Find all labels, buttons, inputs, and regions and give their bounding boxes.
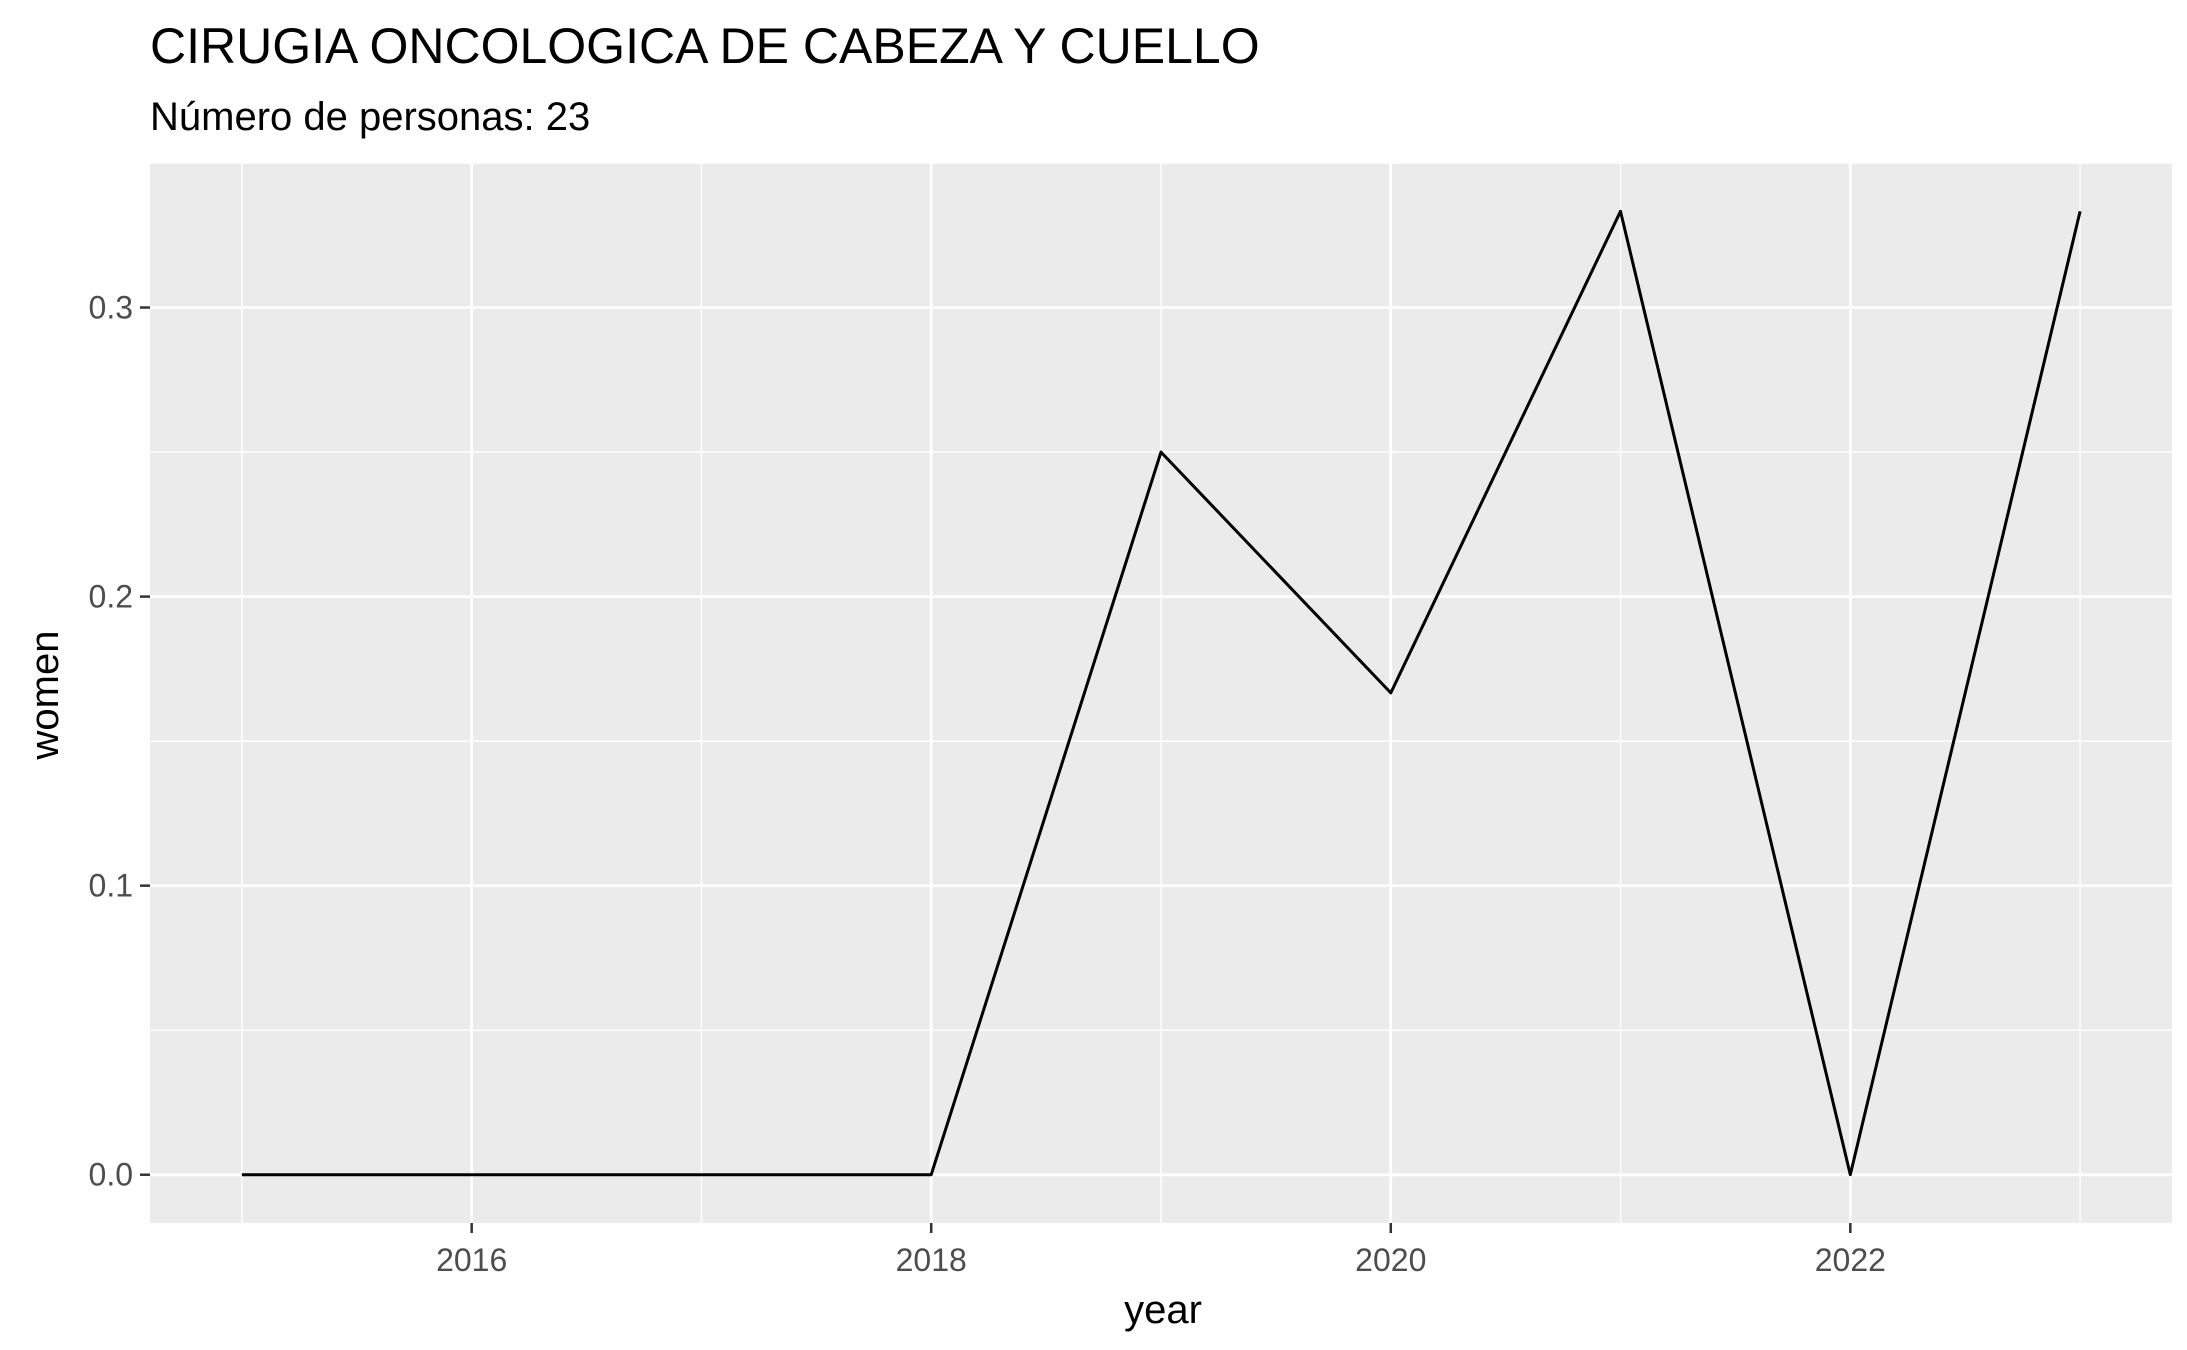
- series-women: [241, 209, 2082, 1177]
- x-axis: 2016 2018 2020 2022: [436, 1223, 1886, 1278]
- y-tick-label: 0.2: [89, 579, 133, 615]
- y-axis: 0.0 0.1 0.2 0.3: [89, 290, 150, 1193]
- x-tick-label: 2020: [1355, 1242, 1426, 1278]
- x-tick-label: 2022: [1815, 1242, 1886, 1278]
- y-tick-label: 0.0: [89, 1157, 133, 1193]
- chart-title: CIRUGIA ONCOLOGICA DE CABEZA Y CUELLO: [150, 18, 1260, 74]
- x-tick-label: 2018: [896, 1242, 967, 1278]
- chart-subtitle: Número de personas: 23: [150, 95, 590, 139]
- y-tick-label: 0.1: [89, 868, 133, 904]
- y-axis-title: women: [23, 631, 67, 761]
- x-axis-title: year: [1124, 1288, 1202, 1332]
- minor-gridlines: [150, 162, 2172, 1223]
- y-tick-label: 0.3: [89, 290, 133, 326]
- x-tick-label: 2016: [436, 1242, 507, 1278]
- series-line: [241, 209, 2082, 1177]
